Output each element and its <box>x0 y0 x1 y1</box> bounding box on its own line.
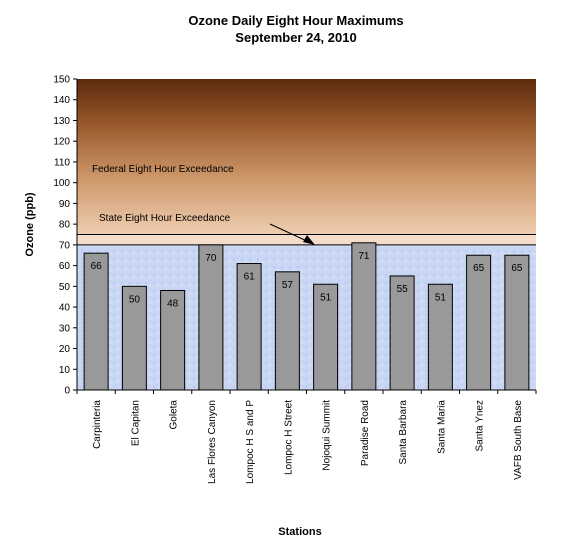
y-tick-label: 120 <box>53 137 70 148</box>
x-tick-label: Carpinteria <box>92 400 103 449</box>
y-tick-label: 130 <box>53 116 70 127</box>
data-label: 66 <box>91 261 103 272</box>
x-tick-label: Paradise Road <box>360 400 371 466</box>
data-label: 71 <box>358 251 370 262</box>
y-tick-label: 40 <box>59 303 71 314</box>
data-label: 65 <box>473 263 485 274</box>
x-tick-label: Santa Barbara <box>398 400 409 465</box>
data-label: 51 <box>320 292 332 303</box>
chart-title: Ozone Daily Eight Hour Maximums <box>188 13 403 28</box>
data-label: 70 <box>205 253 217 264</box>
y-tick-label: 50 <box>59 282 71 293</box>
bar-lompoc-h-street <box>274 271 300 391</box>
data-label: 48 <box>167 298 179 309</box>
x-axis-title: Stations <box>278 526 321 538</box>
bar-santa-barbara <box>389 275 415 391</box>
bar-lompoc-h-s-and-p <box>236 263 262 391</box>
x-tick-label: Santa Maria <box>436 400 447 454</box>
y-tick-label: 80 <box>59 220 71 231</box>
bar-paradise-road <box>351 242 377 391</box>
data-label: 51 <box>435 292 447 303</box>
state-exceedance-label: State Eight Hour Exceedance <box>99 213 231 224</box>
state-exceedance-arrowhead <box>303 235 315 245</box>
data-label: 57 <box>282 280 294 291</box>
x-tick-label: VAFB South Base <box>513 400 524 480</box>
y-tick-label: 60 <box>59 261 71 272</box>
y-tick-label: 30 <box>59 323 71 334</box>
x-tick-label: Lompoc H Street <box>283 400 294 475</box>
attainment-band <box>77 244 536 390</box>
y-tick-label: 110 <box>54 157 70 168</box>
federal-exceedance-label: Federal Eight Hour Exceedance <box>92 164 234 175</box>
chart-subtitle: September 24, 2010 <box>235 30 356 45</box>
bar-las-flores-canyon <box>198 244 224 391</box>
y-tick-label: 90 <box>59 199 71 210</box>
y-tick-label: 100 <box>53 178 70 189</box>
x-tick-label: Las Flores Canyon <box>207 400 218 484</box>
y-axis-title: Ozone (ppb) <box>24 192 36 256</box>
y-tick-label: 150 <box>53 75 70 86</box>
y-tick-label: 20 <box>59 344 71 355</box>
bar-carpinteria <box>83 252 109 391</box>
x-tick-label: El Capitan <box>130 400 141 446</box>
x-tick-label: Santa Ynez <box>475 400 486 452</box>
exceedance-band <box>77 79 536 235</box>
data-label: 61 <box>244 272 256 283</box>
data-label: 65 <box>511 263 523 274</box>
x-tick-label: Lompoc H S and P <box>245 400 256 484</box>
data-label: 55 <box>397 284 409 295</box>
data-label: 50 <box>129 294 141 305</box>
y-tick-label: 0 <box>64 386 70 397</box>
state-exceedance-arrow <box>269 223 310 243</box>
y-tick-label: 10 <box>59 365 71 376</box>
y-tick-label: 70 <box>59 240 71 251</box>
bar-nojoqui-summit <box>313 283 339 391</box>
x-tick-label: Goleta <box>169 400 180 430</box>
bar-vafb-south-base <box>504 254 530 391</box>
bar-santa-ynez <box>466 254 492 391</box>
bar-santa-maria <box>427 283 453 391</box>
y-tick-label: 140 <box>53 95 70 106</box>
x-tick-label: Nojoqui Summit <box>322 400 333 471</box>
bar-goleta <box>160 289 186 391</box>
